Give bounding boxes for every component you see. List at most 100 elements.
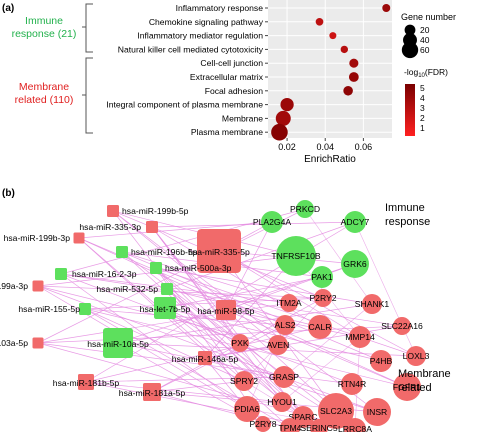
legend-color-title: -log10(FDR)	[404, 67, 448, 79]
point-membrane	[275, 110, 291, 126]
mirna-node-hsa-mir-181a-5p: hsa-miR-181a-5p	[119, 383, 186, 401]
mirna-node-hsa-mir-10a-5p: hsa-miR-10a-5p	[87, 328, 149, 358]
gene-shape	[344, 211, 366, 233]
legend-color-title-suffix: (FDR)	[425, 67, 448, 77]
edge-hsa-mir-196b-5p-p4hb	[121, 251, 382, 362]
gene-node-p4hb: P4HB	[370, 350, 393, 372]
gene-node-prkcd: PRKCD	[290, 200, 320, 218]
mirna-node-hsa-mir-199b-3p: hsa-miR-199b-3p	[4, 232, 85, 244]
mirna-shape	[32, 337, 44, 349]
gene-label: GRK6	[343, 259, 367, 269]
mirna-shape	[55, 268, 67, 280]
mirna-label: hsa-miR-98-5p	[198, 306, 255, 316]
mirna-node-hsa-mir-335-5p: hsa-miR-335-5p	[188, 229, 250, 273]
edge-hsa-mir-146a-5p-tnfrsf10b	[204, 255, 297, 359]
gene-label: ALS2	[274, 320, 295, 330]
term-label-extracellular-matrix: Extracellular matrix	[190, 72, 264, 82]
mirna-label: hsa-miR-199b-3p	[4, 233, 71, 243]
legend-color-label: 5	[420, 83, 425, 93]
gene-node-serinc5: SERINC5	[300, 419, 338, 432]
edge-hsa-mir-532-5p-calr	[166, 288, 321, 328]
gene-shape	[314, 289, 332, 307]
gene-node-rtn4r: RTN4R	[338, 373, 366, 395]
gene-shape	[341, 373, 363, 395]
gene-node-grasp: GRASP	[269, 366, 299, 388]
edge-hsa-mir-16-2-3p-rtn4r	[60, 273, 353, 385]
mirna-node-hsa-mir-500a-3p: hsa-miR-500a-3p	[150, 262, 232, 274]
gene-label: TPM4	[279, 423, 302, 432]
gene-label: PLA2G4A	[253, 217, 291, 227]
term-label-inflammatory-mediator-regulation: Inflammatory mediator regulation	[137, 31, 263, 41]
mirna-shape	[216, 300, 236, 320]
point-inflammatory-response	[382, 3, 391, 13]
edge-hsa-mir-98-5p-fgfr1	[225, 309, 408, 388]
edge-hsa-mir-98-5p-grk6	[225, 263, 356, 311]
mirna-label: hsa-miR-181a-5p	[119, 388, 186, 398]
gene-node-calr: CALR	[308, 315, 332, 339]
legend-size-dot	[401, 41, 419, 59]
x-tick-label: 0.04	[316, 142, 334, 152]
gene-label: CALR	[309, 322, 332, 332]
gene-shape	[280, 418, 300, 432]
legend-color-label: 3	[420, 103, 425, 113]
gene-node-pak1: PAK1	[311, 266, 333, 288]
legend-size-title: Gene number	[401, 12, 456, 22]
panel-a-label: (a)	[2, 3, 14, 14]
gene-shape	[308, 315, 332, 339]
gene-shape	[231, 334, 249, 352]
gene-shape	[341, 250, 369, 278]
gene-shape	[406, 346, 426, 366]
gene-label: SHANK1	[355, 299, 390, 309]
gene-node-p2ry2: P2RY2	[309, 289, 337, 307]
edge-hsa-mir-103a-5p-rtn4r	[37, 342, 353, 385]
gene-label: ADCY7	[341, 217, 370, 227]
legend-size-label: 20	[420, 25, 430, 35]
mirna-label: hsa-miR-181b-5p	[53, 378, 120, 388]
term-label-chemokine-signaling-pathway: Chemokine signaling pathway	[149, 17, 264, 27]
mirna-node-hsa-mir-103a-5p: hsa-miR-103a-5p	[0, 337, 44, 349]
gene-label: PRKCD	[290, 204, 320, 214]
mirna-shape	[103, 328, 133, 358]
legend-size-label: 60	[420, 45, 430, 55]
gene-shape	[370, 350, 392, 372]
legend-color-label: 2	[420, 113, 425, 123]
gene-nodes: PRKCD PLA2G4A ADCY7 TNFRSF10B GRK6 PAK1 P2RY2 S…	[230, 200, 430, 432]
gene-label: P4HB	[370, 356, 393, 366]
gene-node-spry2: SPRY2	[230, 371, 258, 391]
gene-label: SLC2A3	[320, 406, 352, 416]
edge-hsa-mir-98-5p-pla2g4a	[225, 221, 273, 311]
gene-shape	[261, 211, 283, 233]
mirna-label: hsa-miR-335-5p	[188, 247, 250, 257]
edge-hsa-mir-199b-5p-spry2	[112, 210, 245, 382]
term-label-cell-cell-junction: Cell-cell junction	[200, 58, 263, 68]
gene-node-tpm4: TPM4	[279, 418, 302, 432]
gene-shape	[273, 366, 295, 388]
edge-hsa-mir-199a-3p-pdia6	[37, 285, 248, 410]
gene-node-als2: ALS2	[274, 315, 296, 335]
point-cell-cell-junction	[349, 58, 359, 68]
mirna-shape	[197, 229, 241, 273]
term-label-natural-killer-cell-mediated-cytotoxicity: Natural killer cell mediated cytotoxicit…	[118, 44, 264, 54]
gene-label: SLC22A16	[381, 321, 423, 331]
edge-hsa-mir-500a-3p-loxl3	[155, 267, 417, 357]
edge-hsa-let-7b-5p-pxk	[164, 307, 241, 344]
gene-label: P2RY2	[309, 293, 336, 303]
gene-node-mmp14: MMP14	[345, 326, 375, 348]
mirna-shape	[161, 283, 173, 295]
edge-hsa-mir-500a-3p-grasp	[155, 267, 285, 378]
gene-node-pdia6: PDIA6	[234, 396, 260, 422]
point-inflammatory-mediator-regulation	[329, 32, 337, 40]
edge-hsa-mir-10a-5p-shank1	[117, 303, 373, 344]
dotplot-grid	[268, 0, 392, 138]
gene-label: PXK	[231, 338, 248, 348]
gene-node-adcy7: ADCY7	[341, 211, 370, 233]
legend-color-bar	[405, 84, 415, 136]
mirna-node-hsa-mir-16-2-3p: hsa-miR-16-2-3p	[55, 268, 137, 280]
edge-prkcd-shank1	[304, 208, 373, 305]
gene-node-tnfrsf10b: TNFRSF10B	[271, 236, 321, 276]
edge-hsa-mir-532-5p-adcy7	[166, 221, 356, 290]
mirna-label: hsa-miR-10a-5p	[87, 339, 149, 349]
edge-hsa-mir-181a-5p-als2	[151, 324, 286, 393]
gene-shape	[363, 398, 391, 426]
